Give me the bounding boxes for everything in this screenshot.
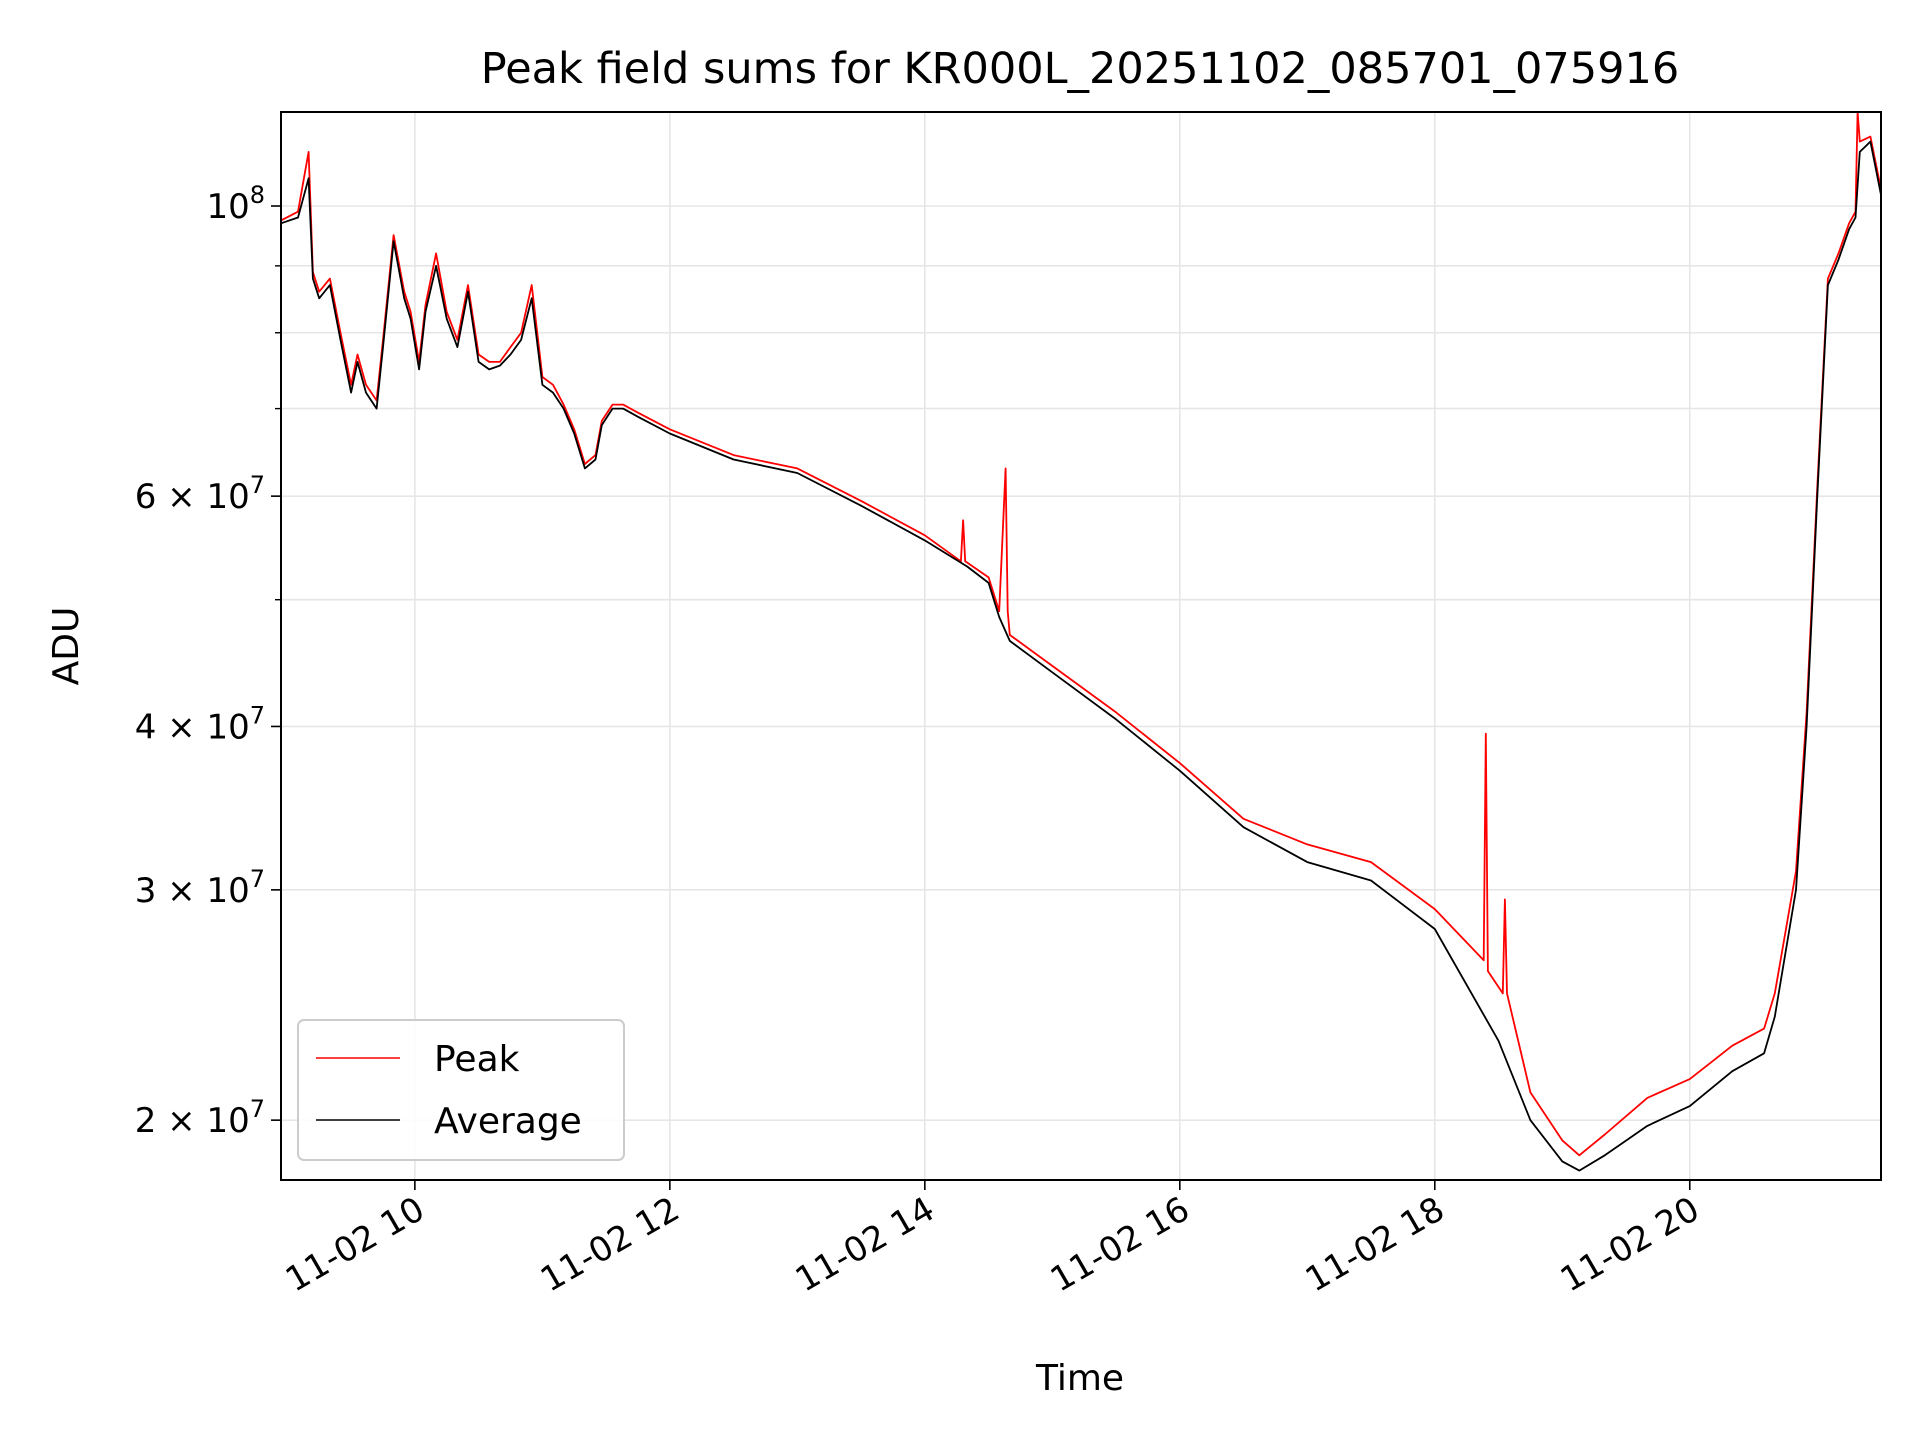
x-axis-label: Time — [1035, 1358, 1124, 1399]
series-line-average — [280, 140, 1882, 1172]
y-tick-label: 2 × 107 — [135, 1095, 265, 1141]
legend-box — [297, 1019, 625, 1161]
legend-label-peak: Peak — [434, 1039, 520, 1080]
y-tick-label: 4 × 107 — [135, 701, 265, 747]
series-line-peak — [280, 111, 1882, 1157]
plot-frame — [280, 111, 1882, 1181]
y-tick-label: 3 × 107 — [135, 865, 265, 911]
y-tick-label: 6 × 107 — [135, 471, 265, 517]
chart-title: Peak field sums for KR000L_20251102_0857… — [481, 44, 1679, 94]
y-axis-label: ADU — [46, 607, 87, 686]
legend-label-average: Average — [434, 1101, 582, 1142]
grid-lines — [281, 112, 1881, 1180]
legend: Peak Average — [297, 1019, 625, 1161]
series-layer — [280, 111, 1882, 1172]
